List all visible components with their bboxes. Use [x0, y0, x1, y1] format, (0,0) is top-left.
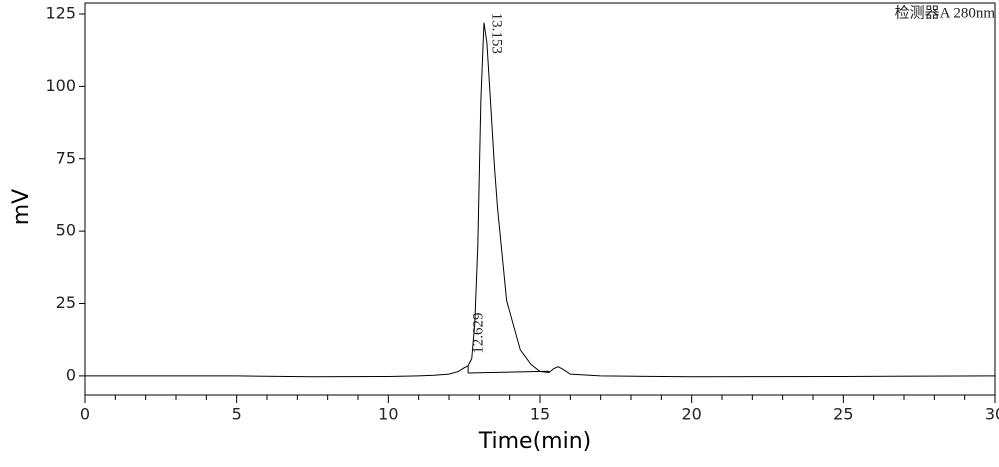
y-tick-label: 0 — [66, 365, 76, 384]
x-tick-label: 25 — [833, 405, 853, 424]
x-tick-label: 20 — [681, 405, 701, 424]
y-axis-label: mV — [9, 189, 34, 225]
x-tick-label: 30 — [985, 405, 999, 424]
x-tick-label: 15 — [530, 405, 550, 424]
y-tick-label: 25 — [56, 293, 76, 312]
peak-label: 13.153 — [489, 13, 505, 54]
signal-line — [468, 370, 550, 374]
y-tick-label: 50 — [56, 221, 76, 240]
x-tick-label: 5 — [232, 405, 242, 424]
x-axis-label: Time(min) — [478, 429, 592, 454]
signal-line — [85, 22, 996, 378]
x-tick-label: 0 — [80, 405, 90, 424]
x-tick-label: 10 — [378, 405, 398, 424]
detector-label: 检测器A 280nm — [895, 4, 996, 21]
plot-frame — [84, 2, 996, 396]
y-tick-label: 100 — [45, 76, 76, 95]
peak-label: 12.629 — [471, 313, 487, 354]
y-tick-label: 125 — [45, 4, 76, 23]
y-tick-label: 75 — [56, 148, 76, 167]
